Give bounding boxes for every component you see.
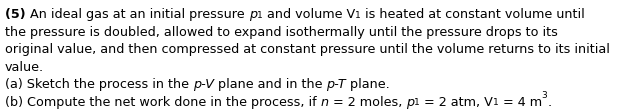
Text: (5): (5) (5, 8, 30, 21)
Text: value.: value. (5, 60, 44, 73)
Text: (b) Compute the net work done in the process, if: (b) Compute the net work done in the pro… (5, 96, 321, 109)
Text: the pressure is doubled, allowed to expand isothermally until the pressure drops: the pressure is doubled, allowed to expa… (5, 26, 558, 39)
Text: p: p (249, 8, 257, 21)
Text: = 2 moles,: = 2 moles, (329, 96, 406, 109)
Text: p-V: p-V (193, 78, 214, 91)
Text: 1: 1 (355, 11, 360, 19)
Text: (a) Sketch the process in the: (a) Sketch the process in the (5, 78, 193, 91)
Text: p-T: p-T (326, 78, 346, 91)
Text: = 2 atm, V: = 2 atm, V (420, 96, 493, 109)
Text: 3: 3 (542, 91, 547, 100)
Text: 1: 1 (257, 11, 263, 19)
Text: An ideal gas at an initial pressure: An ideal gas at an initial pressure (30, 8, 249, 21)
Text: p: p (406, 96, 414, 109)
Text: = 4 m: = 4 m (499, 96, 542, 109)
Text: .: . (547, 96, 552, 109)
Text: n: n (321, 96, 329, 109)
Text: plane.: plane. (346, 78, 390, 91)
Text: is heated at constant volume until: is heated at constant volume until (360, 8, 584, 21)
Text: 1: 1 (493, 98, 499, 107)
Text: plane and in the: plane and in the (214, 78, 326, 91)
Text: original value, and then compressed at constant pressure until the volume return: original value, and then compressed at c… (5, 43, 610, 56)
Text: 1: 1 (414, 98, 420, 107)
Text: and volume V: and volume V (263, 8, 355, 21)
